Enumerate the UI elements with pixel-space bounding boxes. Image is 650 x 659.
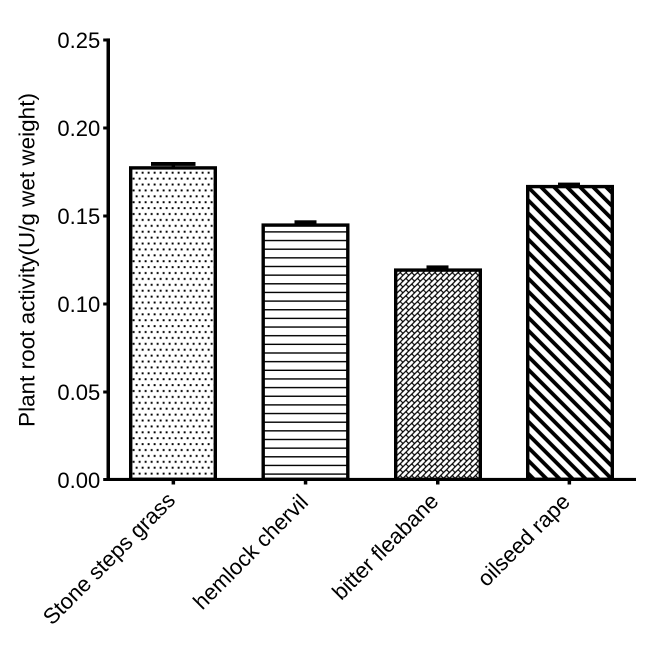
svg-text:0.15: 0.15 xyxy=(57,204,100,229)
svg-text:Stone steps grass: Stone steps grass xyxy=(38,487,180,629)
svg-text:0.20: 0.20 xyxy=(57,116,100,141)
svg-text:Plant root activity(U/g wet we: Plant root activity(U/g wet weight) xyxy=(15,93,40,427)
svg-text:0.00: 0.00 xyxy=(57,468,100,493)
svg-text:bitter fleabane: bitter fleabane xyxy=(327,488,443,604)
svg-text:0.10: 0.10 xyxy=(57,292,100,317)
svg-text:hemlock chervil: hemlock chervil xyxy=(188,489,313,614)
svg-text:oilseed rape: oilseed rape xyxy=(472,489,574,591)
svg-text:0.05: 0.05 xyxy=(57,380,100,405)
svg-text:0.25: 0.25 xyxy=(57,28,100,53)
